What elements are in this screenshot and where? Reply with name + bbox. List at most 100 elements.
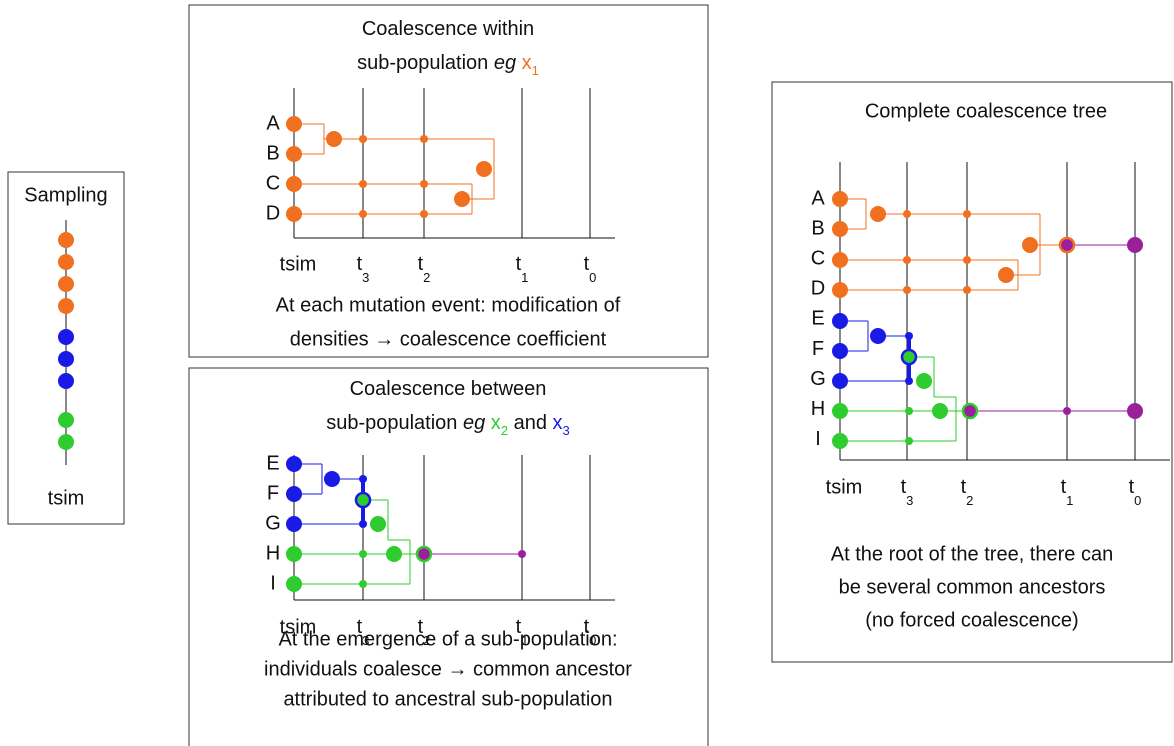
caption: At the emergence of a sub-population:	[278, 628, 617, 650]
axis-label-sub: 1	[521, 270, 528, 285]
orange-tree	[832, 191, 1143, 298]
node	[903, 286, 911, 294]
node	[286, 486, 302, 502]
node-label: A	[266, 112, 280, 134]
node	[359, 475, 367, 483]
axis-label-base: t	[357, 253, 363, 275]
node-label: I	[815, 428, 821, 450]
axis-label-base: t	[357, 616, 363, 638]
node	[905, 332, 913, 340]
node-label: G	[265, 512, 281, 534]
node	[359, 135, 367, 143]
axis-label-sub: 3	[362, 270, 369, 285]
title-line: sub-population eg x2 and x3	[326, 412, 570, 438]
node	[454, 191, 470, 207]
axis-label-base: t	[961, 476, 967, 498]
axis-label-base: t	[516, 253, 522, 275]
within-panel	[188, 4, 709, 358]
node	[1058, 236, 1076, 254]
node	[1022, 237, 1038, 253]
axis-label: t1	[516, 253, 529, 285]
node	[963, 286, 971, 294]
axis-label-base: t	[418, 616, 424, 638]
node	[370, 516, 386, 532]
title-segment: sub-population	[357, 52, 494, 74]
axis-label-base: t	[584, 253, 590, 275]
node	[354, 491, 372, 509]
title-segment: x	[516, 52, 532, 74]
node	[420, 210, 428, 218]
node	[386, 546, 402, 562]
caption: individuals coalesce → common ancestor	[264, 658, 632, 680]
title-segment: eg	[494, 52, 516, 74]
node	[286, 146, 302, 162]
panel-title: Complete coalescence tree	[865, 100, 1107, 122]
title-segment: eg	[463, 412, 485, 434]
sample	[58, 329, 74, 345]
axis-label-base: t	[584, 616, 590, 638]
node	[415, 545, 433, 563]
node	[359, 180, 367, 188]
node	[832, 252, 848, 268]
node	[286, 176, 302, 192]
node	[870, 206, 886, 222]
axis-label: t2	[961, 476, 974, 508]
node	[832, 313, 848, 329]
complete-panel	[771, 81, 1173, 663]
axis-label-base: t	[901, 476, 907, 498]
axis-label: t1	[516, 616, 529, 648]
node	[286, 206, 302, 222]
axis-label-sub: 0	[589, 633, 596, 648]
sample	[58, 276, 74, 292]
title-segment: 2	[501, 423, 508, 438]
node	[998, 267, 1014, 283]
axis-label: t0	[1129, 476, 1142, 508]
node	[905, 437, 913, 445]
caption: be several common ancestors	[839, 576, 1106, 598]
axis-label-sub: 1	[521, 633, 528, 648]
node	[832, 373, 848, 389]
axis-label: tsim	[48, 487, 85, 509]
node	[832, 343, 848, 359]
node-label: F	[812, 338, 824, 360]
axis-label-base: t	[1061, 476, 1067, 498]
caption: At the root of the tree, there can	[831, 543, 1113, 565]
caption: (no forced coalescence)	[865, 609, 1078, 631]
node-label: B	[266, 142, 279, 164]
axis-label: t2	[418, 253, 431, 285]
node	[286, 576, 302, 592]
caption: At each mutation event: modification of	[276, 294, 621, 316]
title-segment: Coalescence within	[362, 18, 534, 40]
title-segment: and	[508, 412, 552, 434]
axis-label: tsim	[826, 476, 863, 498]
axis-label: tsim	[280, 253, 317, 275]
node	[420, 180, 428, 188]
axis-label: t0	[584, 253, 597, 285]
title-line: sub-population eg x1	[357, 52, 539, 78]
node	[832, 282, 848, 298]
node-label: C	[266, 172, 280, 194]
node-label: C	[811, 247, 825, 269]
sample	[58, 373, 74, 389]
node	[963, 256, 971, 264]
node	[905, 407, 913, 415]
node	[359, 520, 367, 528]
axis-label: t3	[901, 476, 914, 508]
node-label: D	[266, 202, 280, 224]
title-line: Coalescence between	[350, 378, 547, 400]
title-segment: x	[485, 412, 501, 434]
title-segment: sub-population	[326, 412, 463, 434]
sample	[58, 298, 74, 314]
node	[286, 546, 302, 562]
node-label: B	[811, 217, 824, 239]
blue-green-tree	[286, 456, 526, 592]
axis-label-sub: 2	[423, 633, 430, 648]
title-segment: Coalescence between	[350, 378, 547, 400]
node	[963, 210, 971, 218]
sample	[58, 351, 74, 367]
node	[832, 221, 848, 237]
axis-label-sub: 2	[966, 493, 973, 508]
node-label: E	[811, 308, 824, 330]
blue-green-tree	[832, 313, 1143, 449]
caption: attributed to ancestral sub-population	[283, 688, 612, 710]
